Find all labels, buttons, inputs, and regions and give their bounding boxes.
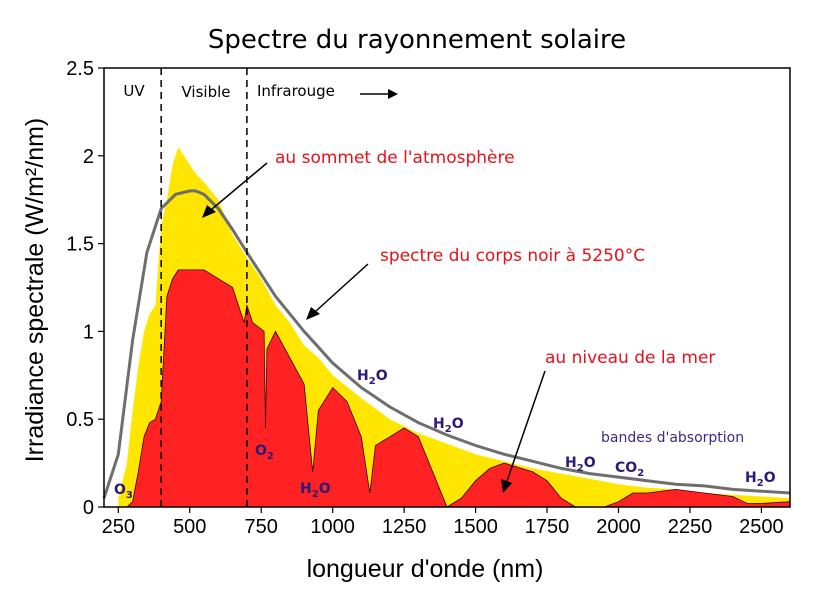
absorption-co2: CO2 <box>615 460 644 479</box>
region-label-infrared: Infrarouge <box>257 82 335 100</box>
y-tick-label: 0 <box>83 497 94 519</box>
absorption-h2o-3: H2O <box>433 416 464 435</box>
x-tick-label: 1750 <box>525 516 570 538</box>
annotation-absorption-bands: bandes d'absorption <box>601 430 744 446</box>
x-tick-label: 1000 <box>310 516 355 538</box>
x-tick-label: 2500 <box>739 516 784 538</box>
y-tick-label: 0.5 <box>66 409 94 431</box>
annotation-blackbody: spectre du corps noir à 5250°C <box>380 246 645 266</box>
y-tick-label: 2.5 <box>66 58 94 80</box>
region-label-visible: Visible <box>182 83 231 101</box>
x-tick-label: 500 <box>173 516 206 538</box>
x-tick-label: 1500 <box>453 516 498 538</box>
series-line-blackbody <box>102 189 791 499</box>
x-tick-label: 2000 <box>596 516 641 538</box>
y-tick-label: 1.5 <box>66 234 94 256</box>
absorption-band-labels: O3 O2 H2O H2O H2O H2O CO2 H2O <box>114 368 776 501</box>
y-axis-label: Irradiance spectrale (W/m²/nm) <box>21 118 49 463</box>
annotations: au sommet de l'atmosphère spectre du cor… <box>202 148 744 493</box>
annotation-arrow-top <box>202 162 268 218</box>
x-tick-label: 1250 <box>382 516 427 538</box>
absorption-h2o-5: H2O <box>745 470 776 489</box>
plot-area: 250 500 750 1000 1250 1500 1750 2000 2250 2500 0 0.… <box>66 58 791 538</box>
infrared-arrow-icon <box>360 89 398 99</box>
annotation-arrow-sea-level <box>501 370 546 493</box>
annotation-arrow-blackbody <box>306 263 369 320</box>
absorption-h2o-1: H2O <box>300 481 331 500</box>
x-tick-label: 2250 <box>668 516 713 538</box>
annotation-top-of-atmosphere: au sommet de l'atmosphère <box>275 148 515 168</box>
chart-title: Spectre du rayonnement solaire <box>208 25 626 55</box>
absorption-h2o-4: H2O <box>565 455 596 474</box>
y-tick-label: 1 <box>83 321 94 343</box>
absorption-h2o-2: H2O <box>357 368 388 387</box>
y-tick-label: 2 <box>83 146 94 168</box>
series-area-sea-level <box>125 269 791 508</box>
x-tick-label: 250 <box>102 516 135 538</box>
x-axis-label: longueur d'onde (nm) <box>307 555 544 583</box>
region-labels: UV Visible Infrarouge <box>123 82 398 101</box>
annotation-sea-level: au niveau de la mer <box>545 348 715 368</box>
absorption-o2: O2 <box>255 443 274 462</box>
absorption-o3: O3 <box>114 482 133 501</box>
region-label-uv: UV <box>123 82 145 100</box>
plot-frame <box>103 67 791 508</box>
x-tick-label: 750 <box>245 516 278 538</box>
